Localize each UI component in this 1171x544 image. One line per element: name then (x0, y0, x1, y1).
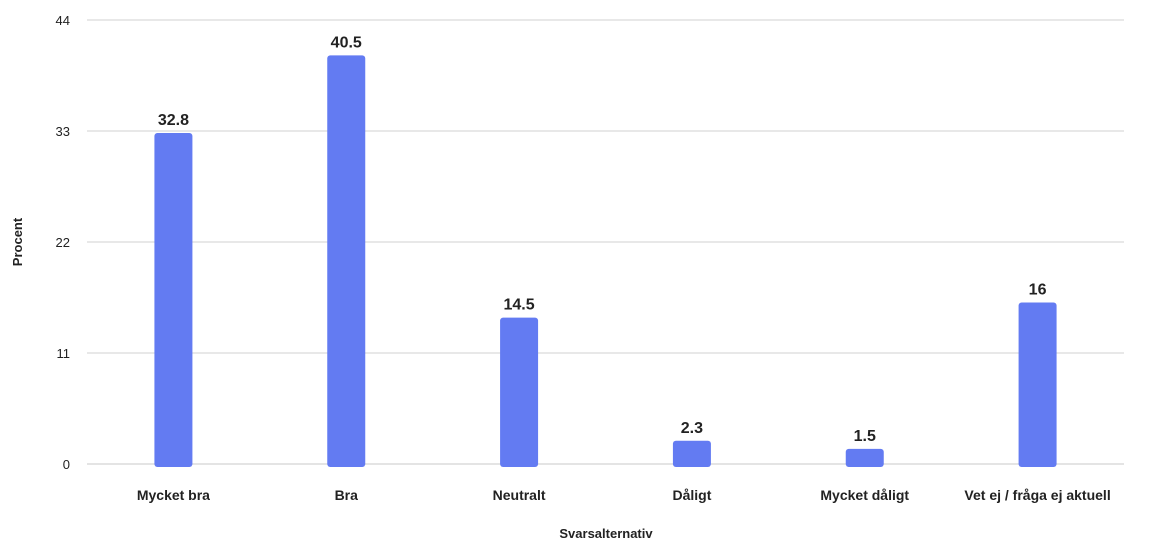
y-tick-label: 11 (57, 346, 71, 361)
data-labels: 32.8 40.5 14.5 2.3 1.5 16 (158, 34, 1047, 445)
y-axis-title: Procent (10, 217, 25, 266)
gridlines (87, 19, 1124, 465)
bar (1018, 302, 1057, 467)
bar (672, 440, 711, 467)
x-category-label: Neutralt (493, 487, 546, 503)
bars (154, 55, 1057, 468)
bar-value-label: 32.8 (158, 112, 189, 129)
bar-value-label: 16 (1029, 282, 1047, 299)
bar-value-label: 40.5 (331, 34, 362, 51)
x-axis-categories: Mycket bra Bra Neutralt Dåligt Mycket dåligt… (137, 487, 1111, 503)
x-category-label: Mycket dåligt (820, 487, 909, 503)
x-axis-title: Svarsalternativ (559, 526, 653, 541)
x-category-label: Dåligt (672, 487, 711, 503)
bar-value-label: 1.5 (854, 428, 876, 445)
bar-value-label: 2.3 (681, 420, 703, 437)
bar-value-label: 14.5 (504, 297, 535, 314)
y-axis-ticks: 0 11 22 33 44 (56, 13, 70, 472)
y-tick-label: 0 (63, 457, 70, 472)
y-tick-label: 22 (56, 235, 70, 250)
bar (845, 448, 884, 467)
x-category-label: Bra (335, 487, 359, 503)
x-category-label: Vet ej / fråga ej aktuell (964, 487, 1110, 503)
bar (327, 55, 366, 468)
y-tick-label: 33 (56, 124, 70, 139)
bar (154, 133, 193, 467)
x-category-label: Mycket bra (137, 487, 210, 503)
y-tick-label: 44 (56, 13, 70, 28)
bar (500, 317, 539, 467)
